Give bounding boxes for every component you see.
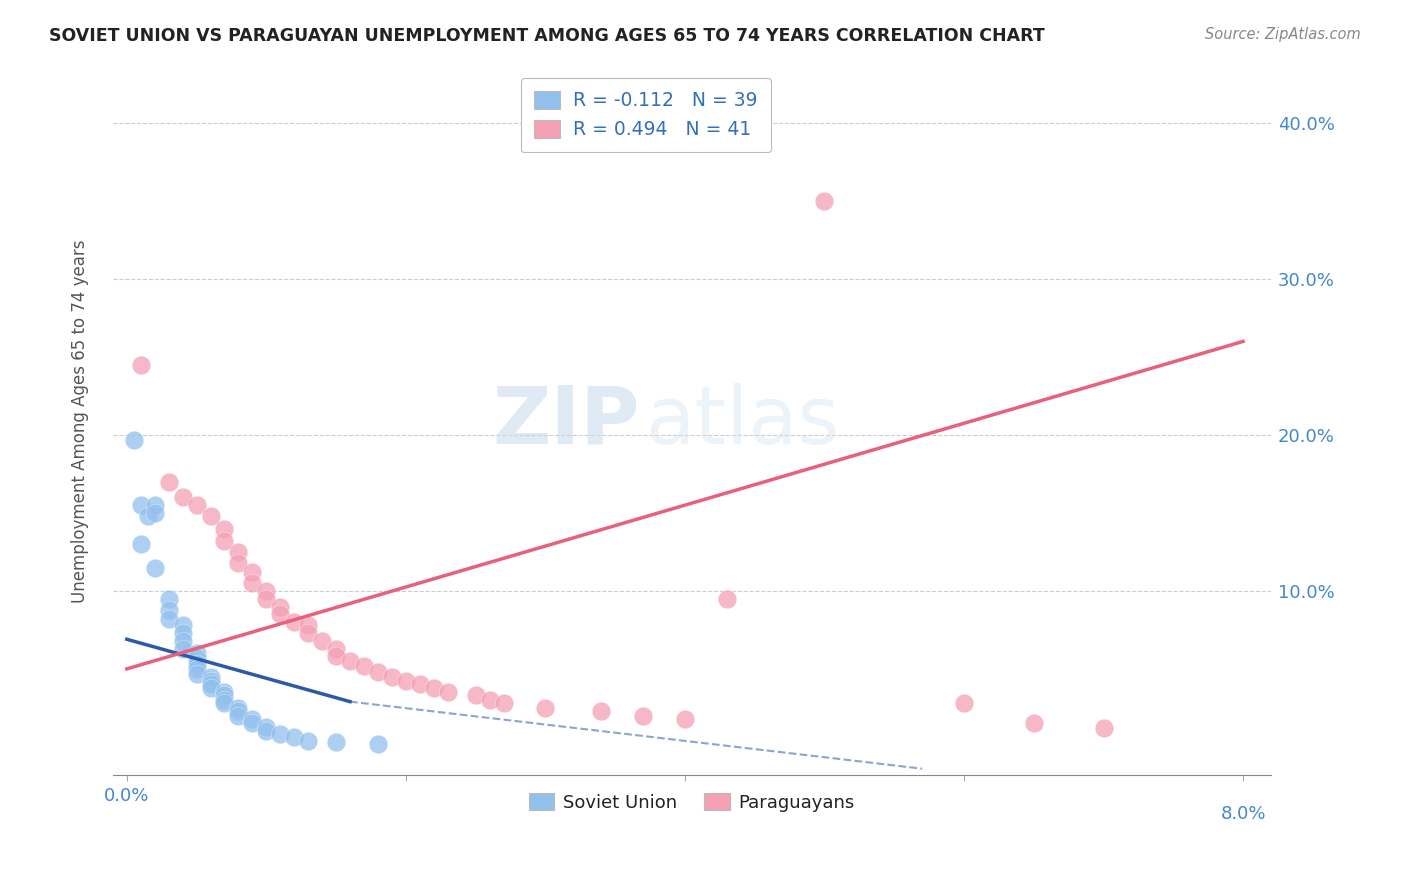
- Point: [143, 498, 166, 512]
- Point: [157, 602, 180, 616]
- Point: [254, 724, 277, 739]
- Point: [214, 685, 236, 699]
- Point: [172, 633, 194, 648]
- Point: [409, 677, 432, 691]
- Point: [591, 704, 613, 718]
- Point: [269, 727, 291, 741]
- Point: [269, 599, 291, 614]
- Text: ZIP: ZIP: [492, 383, 640, 461]
- Point: [254, 583, 277, 598]
- Point: [214, 522, 236, 536]
- Point: [716, 591, 738, 606]
- Point: [283, 731, 305, 745]
- Point: [311, 633, 333, 648]
- Point: [325, 649, 347, 664]
- Point: [673, 712, 696, 726]
- Point: [254, 591, 277, 606]
- Point: [242, 576, 264, 591]
- Point: [172, 618, 194, 632]
- Point: [242, 716, 264, 731]
- Point: [395, 674, 418, 689]
- Point: [953, 696, 976, 710]
- Point: [186, 662, 208, 676]
- Point: [631, 708, 654, 723]
- Point: [1092, 721, 1115, 735]
- Point: [297, 618, 319, 632]
- Point: [339, 654, 361, 668]
- Point: [200, 509, 222, 524]
- Point: [436, 685, 458, 699]
- Point: [157, 612, 180, 626]
- Point: [172, 641, 194, 656]
- Point: [186, 498, 208, 512]
- Point: [157, 591, 180, 606]
- Point: [129, 498, 152, 512]
- Point: [423, 681, 446, 695]
- Point: [214, 696, 236, 710]
- Text: SOVIET UNION VS PARAGUAYAN UNEMPLOYMENT AMONG AGES 65 TO 74 YEARS CORRELATION CH: SOVIET UNION VS PARAGUAYAN UNEMPLOYMENT …: [49, 27, 1045, 45]
- Point: [492, 696, 515, 710]
- Point: [200, 681, 222, 695]
- Point: [228, 545, 250, 559]
- Point: [143, 506, 166, 520]
- Point: [200, 674, 222, 689]
- Point: [297, 626, 319, 640]
- Point: [367, 737, 389, 751]
- Point: [186, 646, 208, 660]
- Point: [325, 735, 347, 749]
- Point: [297, 733, 319, 747]
- Point: [200, 677, 222, 691]
- Point: [269, 607, 291, 622]
- Point: [172, 491, 194, 505]
- Point: [129, 358, 152, 372]
- Point: [186, 651, 208, 665]
- Point: [283, 615, 305, 629]
- Text: atlas: atlas: [645, 383, 839, 461]
- Y-axis label: Unemployment Among Ages 65 to 74 years: Unemployment Among Ages 65 to 74 years: [72, 240, 89, 604]
- Point: [242, 712, 264, 726]
- Point: [478, 693, 501, 707]
- Point: [353, 658, 375, 673]
- Point: [200, 670, 222, 684]
- Point: [172, 626, 194, 640]
- Point: [254, 720, 277, 734]
- Point: [186, 657, 208, 672]
- Point: [136, 509, 159, 524]
- Point: [813, 194, 835, 208]
- Point: [214, 693, 236, 707]
- Point: [129, 537, 152, 551]
- Text: Source: ZipAtlas.com: Source: ZipAtlas.com: [1205, 27, 1361, 42]
- Point: [381, 670, 404, 684]
- Point: [1022, 716, 1045, 731]
- Point: [464, 689, 486, 703]
- Point: [242, 565, 264, 579]
- Point: [534, 701, 557, 715]
- Point: [214, 689, 236, 703]
- Point: [122, 433, 145, 447]
- Point: [228, 701, 250, 715]
- Point: [367, 665, 389, 679]
- Point: [228, 708, 250, 723]
- Text: 8.0%: 8.0%: [1220, 805, 1265, 823]
- Point: [228, 556, 250, 570]
- Point: [157, 475, 180, 489]
- Legend: Soviet Union, Paraguayans: Soviet Union, Paraguayans: [522, 786, 862, 819]
- Point: [325, 641, 347, 656]
- Point: [228, 704, 250, 718]
- Point: [143, 560, 166, 574]
- Point: [186, 666, 208, 681]
- Point: [214, 534, 236, 549]
